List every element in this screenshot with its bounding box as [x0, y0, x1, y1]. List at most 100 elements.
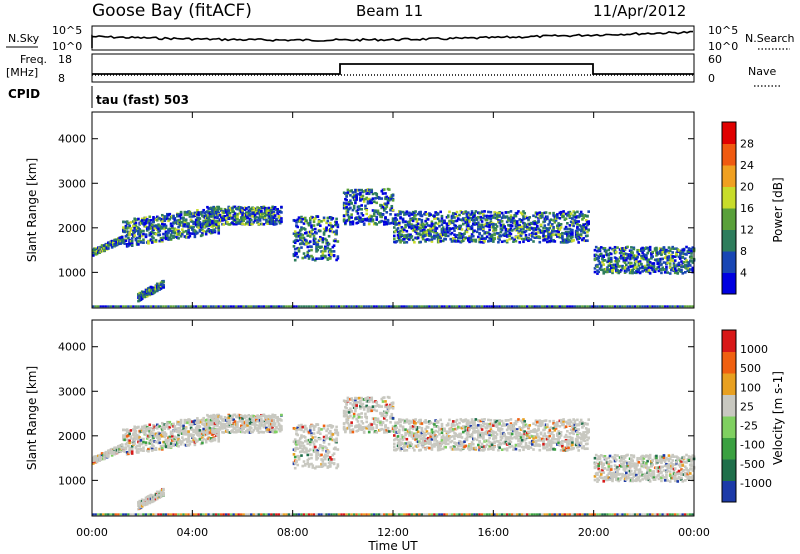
power-cell [301, 217, 305, 221]
power-cell [197, 305, 200, 308]
power-cell [461, 222, 465, 226]
power-cell [653, 305, 657, 308]
power-cell [504, 227, 508, 231]
power-cell [92, 251, 95, 255]
power-cell [310, 245, 313, 248]
power-cell [385, 211, 389, 214]
power-cell [253, 219, 257, 222]
power-cell [394, 229, 397, 233]
velocity-cell [276, 415, 279, 419]
velocity-cell [248, 417, 252, 421]
power-cell [465, 213, 469, 216]
power-cell [408, 211, 411, 215]
velocity-cell [197, 434, 200, 437]
power-cell [239, 305, 243, 308]
power-cell [315, 305, 318, 308]
velocity-cell [272, 415, 276, 419]
power-cell [367, 192, 371, 196]
velocity-cell [216, 423, 219, 426]
power-cell [154, 240, 158, 244]
power-cell [103, 249, 106, 252]
power-cell [668, 305, 672, 308]
power-cell [515, 220, 519, 223]
power-cell [362, 223, 366, 226]
power-cell [268, 222, 272, 225]
power-cell [280, 211, 283, 214]
power-cell [444, 234, 448, 238]
power-cell [549, 239, 553, 243]
power-cell [182, 216, 185, 220]
velocity-cell [202, 430, 205, 434]
nave-tick-bottom: 0 [708, 72, 715, 85]
power-cell [234, 222, 238, 226]
power-cell [678, 254, 682, 258]
power-cell [449, 237, 453, 241]
power-cell [178, 218, 182, 222]
velocity-cell [306, 442, 310, 445]
power-cell [651, 250, 654, 254]
power-cell [451, 219, 455, 223]
power-cell [167, 238, 170, 241]
power-cell [167, 305, 170, 308]
power-cell [566, 305, 569, 308]
power-cell [197, 213, 200, 217]
power-cell [393, 237, 396, 241]
power-cell [690, 249, 693, 253]
power-cell [310, 305, 313, 308]
power-cell [303, 256, 307, 259]
power-cell [434, 228, 437, 232]
velocity-cell [236, 420, 239, 424]
power-cell [405, 210, 409, 213]
velocity-cell [266, 430, 269, 433]
power-cell [488, 222, 491, 225]
power-cell [162, 280, 165, 284]
power-cell [645, 257, 648, 260]
power-cell [234, 305, 238, 308]
power-cell [152, 228, 155, 232]
power-cell [400, 226, 404, 229]
velocity-cell [122, 428, 125, 432]
velocity-cell [226, 429, 229, 432]
velocity-cell [252, 414, 256, 418]
power-cell [638, 260, 642, 263]
power-cell [436, 222, 440, 226]
velocity-cell [197, 426, 200, 430]
velocity-cell [137, 451, 140, 454]
power-cell [557, 222, 560, 225]
power-cell [208, 223, 212, 226]
velocity-cell [147, 447, 150, 451]
power-cell [419, 226, 422, 230]
power-cell [691, 268, 695, 272]
velocity-cell [196, 439, 199, 443]
power-cell [267, 305, 270, 308]
power-cell [214, 222, 218, 226]
velocity-cell [228, 414, 232, 418]
power-cell [366, 190, 370, 193]
power-cell [320, 245, 323, 249]
power-cell [302, 305, 306, 308]
power-cell [186, 232, 189, 236]
power-cell [226, 221, 229, 224]
power-cell [522, 210, 525, 213]
colorbar-tick-label: 16 [740, 202, 754, 215]
power-cell [637, 268, 641, 272]
power-cell [399, 240, 402, 244]
velocity-cell [236, 423, 239, 427]
velocity-cell [221, 427, 224, 430]
power-cell [217, 222, 221, 226]
velocity-cell [171, 434, 174, 438]
power-cell [172, 305, 175, 308]
velocity-cell [300, 434, 303, 437]
power-cell [617, 259, 621, 263]
power-cell [329, 229, 332, 233]
power-cell [667, 257, 671, 260]
velocity-cell [168, 425, 172, 429]
power-cell [458, 305, 461, 308]
power-cell [201, 233, 204, 237]
power-cell [498, 212, 501, 215]
power-cell [413, 229, 416, 232]
power-cell [181, 228, 184, 231]
power-cell [315, 245, 318, 249]
power-cell [347, 305, 351, 308]
power-cell [668, 272, 672, 275]
